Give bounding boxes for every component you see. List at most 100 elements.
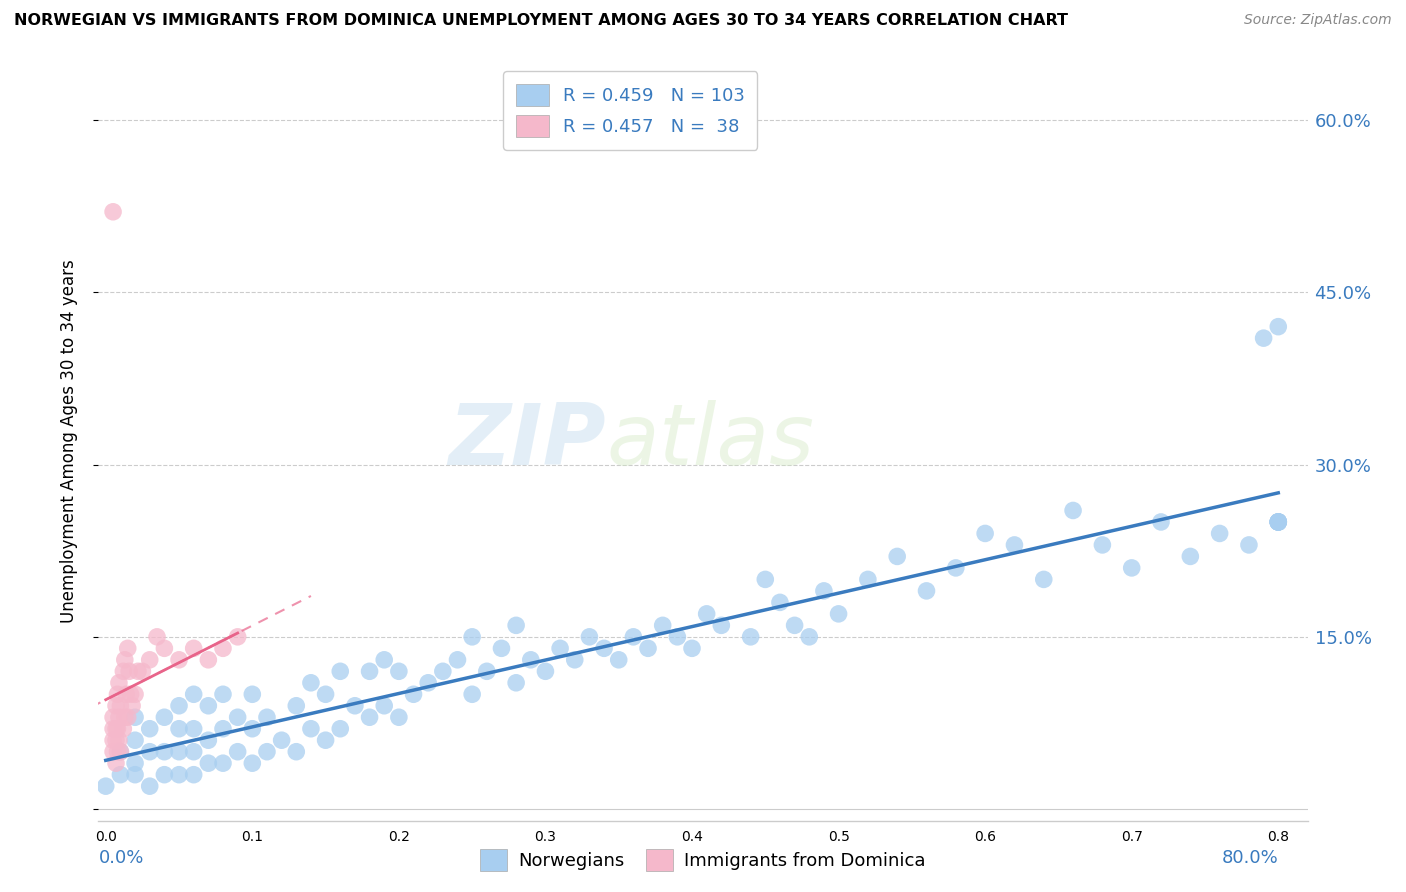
Point	[475, 665, 498, 679]
Text: 80.0%: 80.0%	[1222, 849, 1278, 867]
Point	[110, 745, 132, 759]
Point	[167, 745, 190, 759]
Text: atlas: atlas	[606, 400, 814, 483]
Point	[114, 653, 136, 667]
Point	[108, 675, 131, 690]
Point	[240, 722, 263, 736]
Point	[121, 698, 143, 713]
Point	[101, 722, 124, 736]
Point	[197, 756, 219, 771]
Point	[520, 653, 543, 667]
Point	[105, 722, 128, 736]
Point	[138, 779, 160, 793]
Point	[359, 665, 381, 679]
Point	[127, 665, 149, 679]
Point	[1237, 538, 1260, 552]
Point	[197, 733, 219, 747]
Point	[388, 710, 411, 724]
Point	[740, 630, 762, 644]
Point	[107, 722, 129, 736]
Point	[124, 710, 146, 724]
Point	[1121, 561, 1143, 575]
Point	[1267, 319, 1289, 334]
Point	[1180, 549, 1202, 564]
Point	[110, 698, 132, 713]
Point	[153, 710, 176, 724]
Point	[105, 756, 128, 771]
Point	[446, 653, 468, 667]
Point	[1091, 538, 1114, 552]
Point	[315, 687, 337, 701]
Point	[101, 733, 124, 747]
Point	[1267, 515, 1289, 529]
Text: 0.0%: 0.0%	[98, 849, 143, 867]
Point	[299, 675, 322, 690]
Legend: Norwegians, Immigrants from Dominica: Norwegians, Immigrants from Dominica	[474, 842, 932, 879]
Point	[373, 698, 395, 713]
Text: Source: ZipAtlas.com: Source: ZipAtlas.com	[1244, 13, 1392, 28]
Point	[1253, 331, 1275, 345]
Point	[461, 630, 484, 644]
Point	[593, 641, 616, 656]
Point	[915, 583, 938, 598]
Point	[117, 710, 139, 724]
Point	[681, 641, 703, 656]
Point	[226, 745, 249, 759]
Point	[108, 710, 131, 724]
Point	[491, 641, 513, 656]
Point	[461, 687, 484, 701]
Point	[315, 733, 337, 747]
Point	[101, 204, 124, 219]
Point	[108, 733, 131, 747]
Point	[856, 573, 879, 587]
Point	[112, 722, 135, 736]
Point	[226, 710, 249, 724]
Point	[240, 687, 263, 701]
Point	[621, 630, 644, 644]
Point	[124, 767, 146, 781]
Point	[1267, 515, 1289, 529]
Point	[256, 745, 278, 759]
Point	[945, 561, 967, 575]
Point	[138, 653, 160, 667]
Point	[799, 630, 821, 644]
Point	[138, 745, 160, 759]
Point	[373, 653, 395, 667]
Point	[114, 710, 136, 724]
Point	[110, 767, 132, 781]
Point	[1267, 515, 1289, 529]
Point	[138, 722, 160, 736]
Point	[534, 665, 557, 679]
Point	[505, 618, 527, 632]
Point	[388, 665, 411, 679]
Point	[167, 653, 190, 667]
Point	[1004, 538, 1026, 552]
Point	[769, 595, 792, 609]
Point	[329, 665, 352, 679]
Point	[240, 756, 263, 771]
Point	[183, 745, 205, 759]
Point	[112, 665, 135, 679]
Point	[1208, 526, 1230, 541]
Point	[1267, 515, 1289, 529]
Point	[105, 733, 128, 747]
Point	[886, 549, 908, 564]
Point	[285, 698, 308, 713]
Point	[974, 526, 997, 541]
Point	[1267, 515, 1289, 529]
Point	[359, 710, 381, 724]
Point	[183, 641, 205, 656]
Point	[197, 653, 219, 667]
Point	[299, 722, 322, 736]
Point	[651, 618, 673, 632]
Point	[637, 641, 659, 656]
Point	[183, 767, 205, 781]
Point	[607, 653, 630, 667]
Point	[153, 641, 176, 656]
Point	[548, 641, 571, 656]
Point	[1150, 515, 1173, 529]
Point	[666, 630, 689, 644]
Point	[1062, 503, 1084, 517]
Point	[118, 665, 141, 679]
Point	[94, 779, 117, 793]
